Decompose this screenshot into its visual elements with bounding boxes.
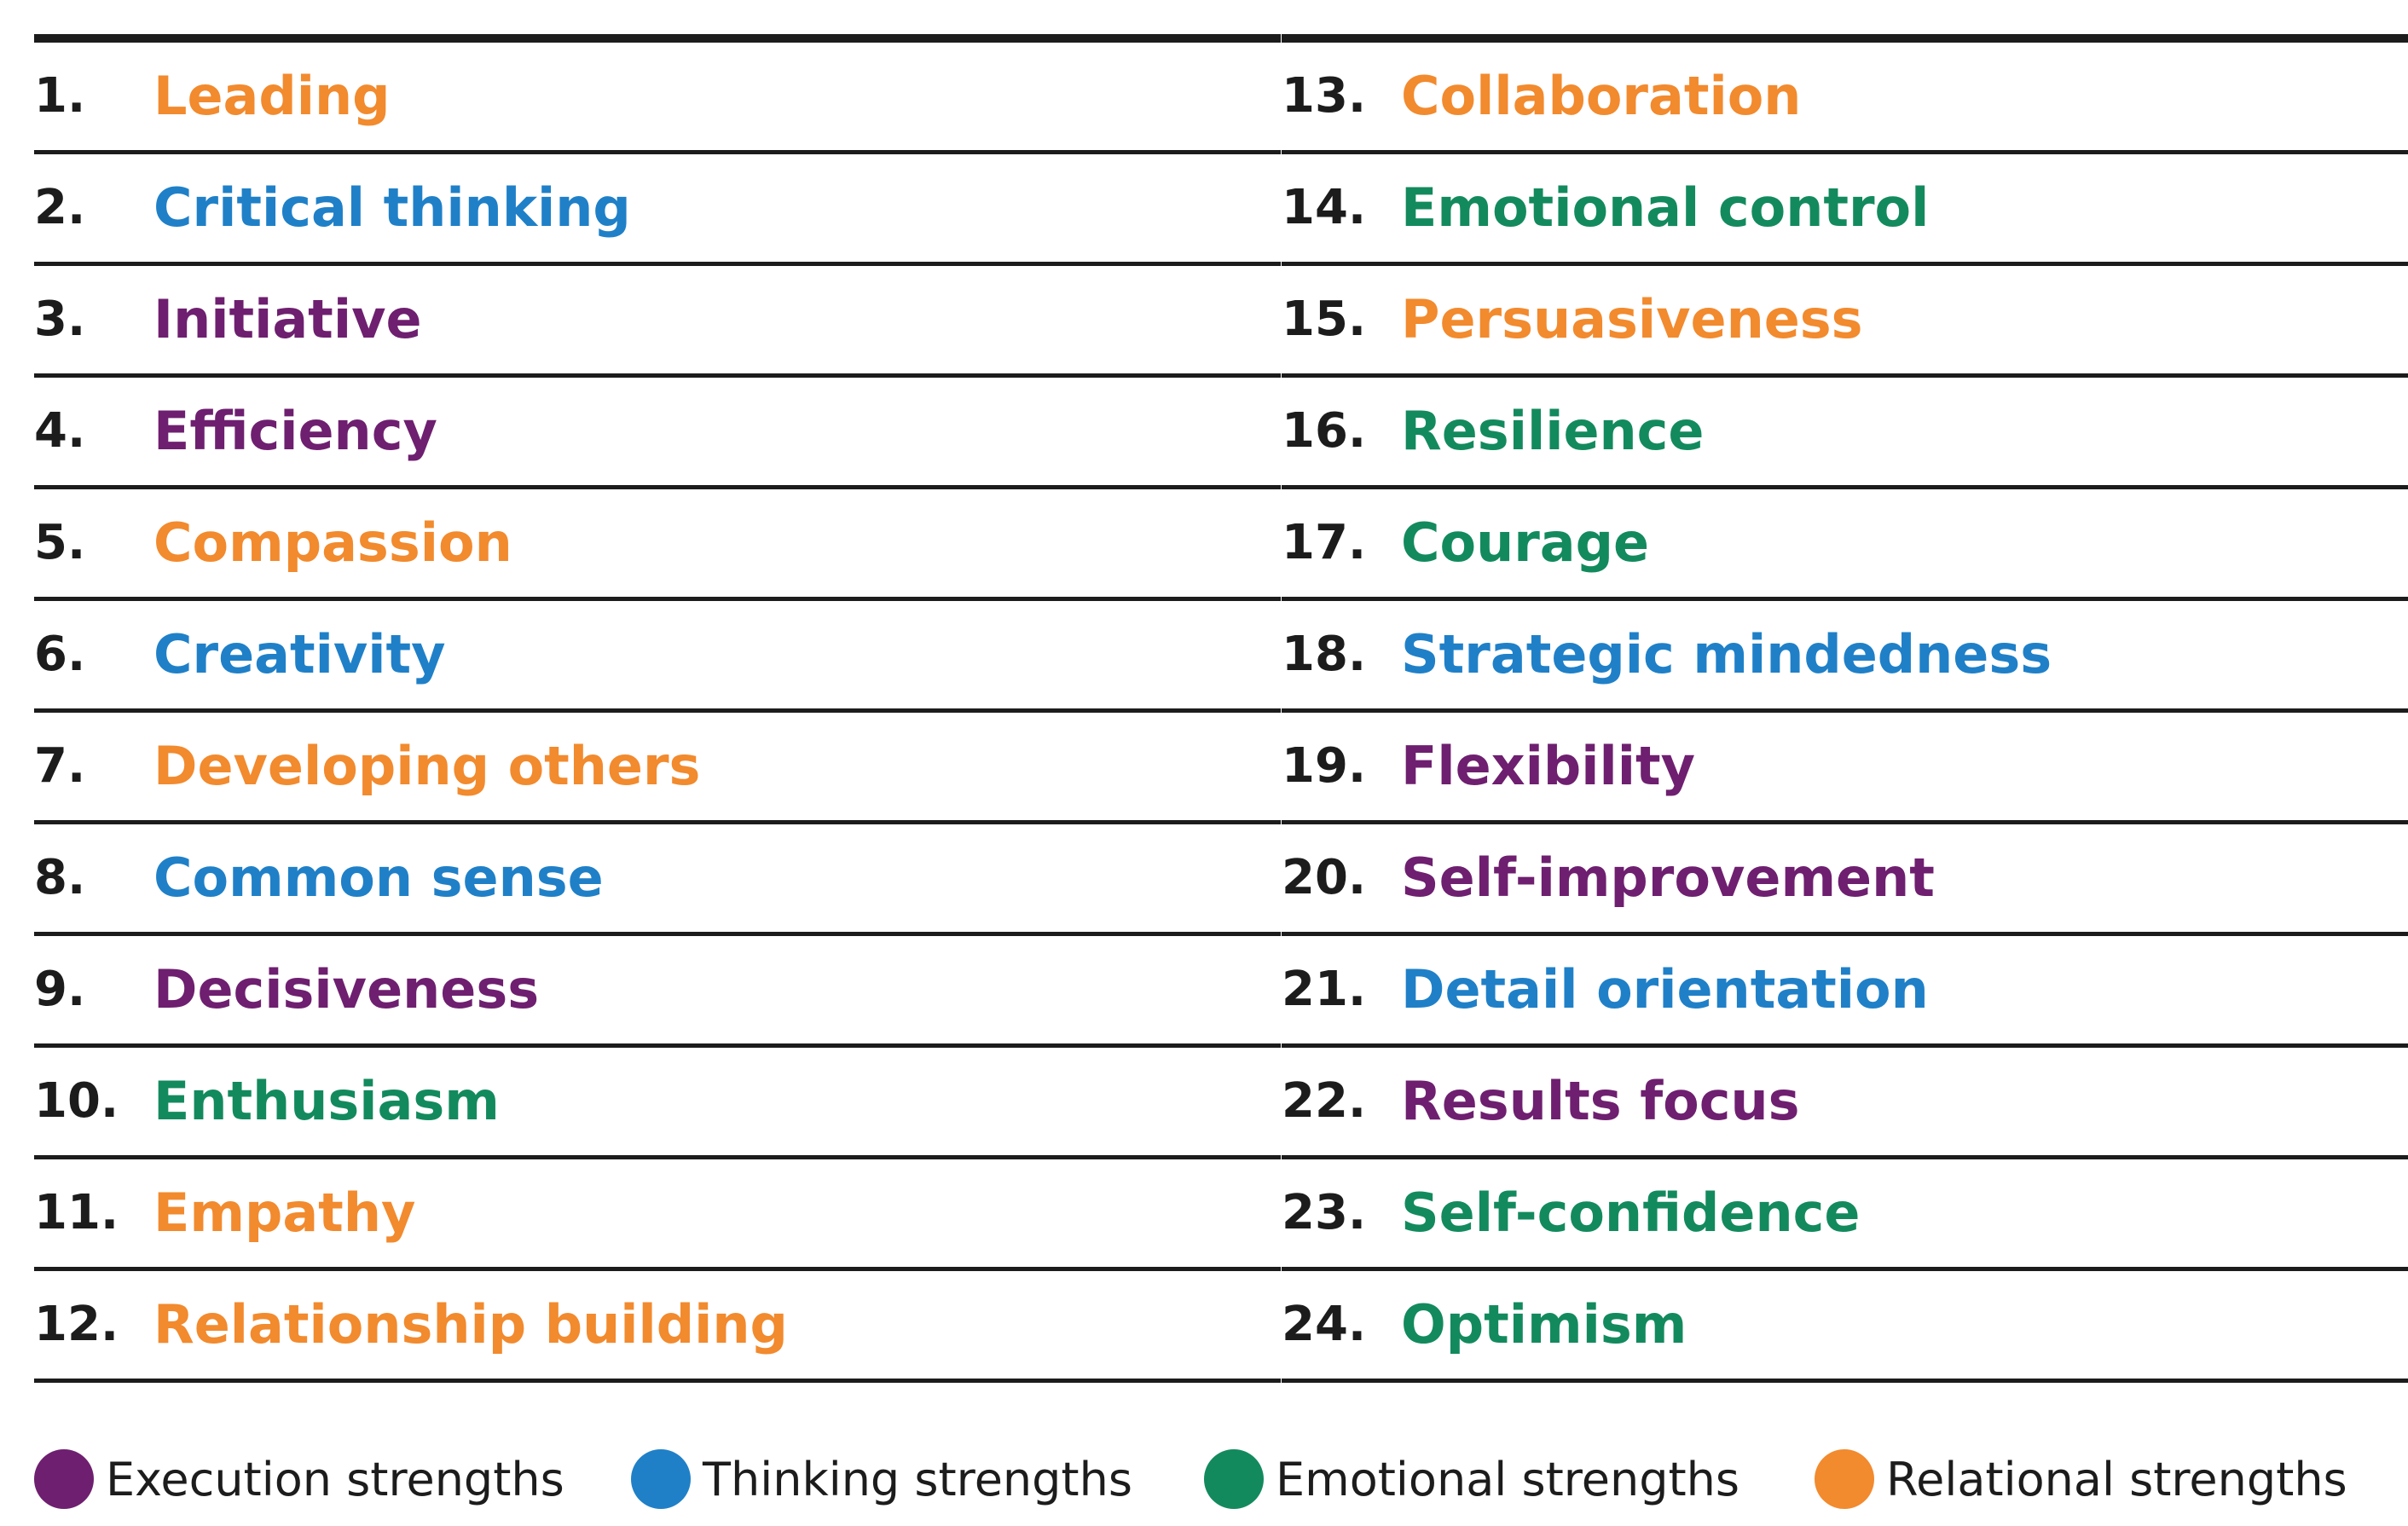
table-row: 13. Collaboration (1282, 34, 2408, 154)
table-row: 3. Initiative (34, 266, 1281, 378)
rank-number: 11. (34, 1185, 119, 1240)
strength-label: Self-improvement (1401, 847, 1935, 909)
table-row: 20. Self-improvement (1282, 824, 2408, 936)
strength-label: Emotional control (1401, 176, 1930, 239)
strength-label: Detail orientation (1401, 958, 1929, 1020)
legend-label: Emotional strengths (1276, 1452, 1740, 1506)
table-row: 10. Enthusiasm (34, 1048, 1281, 1159)
rank-number: 15. (1282, 292, 1367, 347)
rank-number: 12. (34, 1297, 119, 1352)
rank-number: 19. (1282, 738, 1367, 794)
strength-label: Critical thinking (153, 176, 631, 239)
rank-number: 2. (34, 180, 86, 235)
strength-label: Creativity (153, 623, 446, 685)
strength-label: Leading (153, 65, 391, 127)
strength-label: Common sense (153, 847, 604, 909)
category-legend: Execution strengths Thinking strengths E… (34, 1441, 2388, 1517)
table-row: 17. Courage (1282, 489, 2408, 601)
rank-number: 1. (34, 68, 86, 124)
strength-label: Courage (1401, 512, 1650, 574)
rank-number: 3. (34, 292, 86, 347)
circle-icon (631, 1449, 691, 1509)
table-row: 14. Emotional control (1282, 154, 2408, 266)
strength-label: Resilience (1401, 400, 1705, 462)
table-row: 1. Leading (34, 34, 1281, 154)
strength-label: Self-confidence (1401, 1182, 1861, 1244)
circle-icon (34, 1449, 94, 1509)
rank-number: 21. (1282, 962, 1367, 1017)
rank-number: 8. (34, 850, 86, 905)
rank-number: 14. (1282, 180, 1367, 235)
strengths-table: 1. Leading 2. Critical thinking 3. Initiati… (34, 34, 2408, 1383)
legend-label: Execution strengths (106, 1452, 564, 1506)
rank-number: 6. (34, 627, 86, 682)
strength-label: Compassion (153, 512, 512, 574)
table-row: 8. Common sense (34, 824, 1281, 936)
table-row: 21. Detail orientation (1282, 936, 2408, 1048)
rank-number: 22. (1282, 1073, 1367, 1129)
legend-label: Relational strengths (1886, 1452, 2347, 1506)
strength-label: Relationship building (153, 1293, 788, 1355)
rank-number: 18. (1282, 627, 1367, 682)
strength-label: Flexibility (1401, 735, 1696, 797)
rank-number: 4. (34, 403, 86, 459)
strength-label: Results focus (1401, 1070, 1800, 1132)
legend-item-relational: Relational strengths (1815, 1441, 2347, 1517)
strength-label: Strategic mindedness (1401, 623, 2052, 685)
circle-icon (1204, 1449, 1264, 1509)
rank-number: 20. (1282, 850, 1367, 905)
rank-number: 17. (1282, 515, 1367, 570)
rank-number: 10. (34, 1073, 119, 1129)
table-row: 5. Compassion (34, 489, 1281, 601)
rank-number: 9. (34, 962, 86, 1017)
strength-label: Enthusiasm (153, 1070, 500, 1132)
rank-number: 7. (34, 738, 86, 794)
legend-label: Thinking strengths (703, 1452, 1132, 1506)
circle-icon (1815, 1449, 1874, 1509)
rank-number: 13. (1282, 68, 1367, 124)
legend-item-emotional: Emotional strengths (1204, 1441, 1739, 1517)
table-row: 11. Empathy (34, 1159, 1281, 1271)
table-row: 6. Creativity (34, 601, 1281, 713)
table-row: 18. Strategic mindedness (1282, 601, 2408, 713)
strength-label: Persuasiveness (1401, 288, 1863, 350)
strength-label: Developing others (153, 735, 701, 797)
table-row: 24. Optimism (1282, 1271, 2408, 1383)
table-row: 4. Efficiency (34, 378, 1281, 489)
strength-label: Collaboration (1401, 65, 1802, 127)
table-row: 16. Resilience (1282, 378, 2408, 489)
table-row: 2. Critical thinking (34, 154, 1281, 266)
table-row: 22. Results focus (1282, 1048, 2408, 1159)
legend-item-thinking: Thinking strengths (631, 1441, 1132, 1517)
strength-label: Empathy (153, 1182, 416, 1244)
strength-label: Decisiveness (153, 958, 540, 1020)
table-row: 7. Developing others (34, 713, 1281, 824)
table-row: 12. Relationship building (34, 1271, 1281, 1383)
table-row: 9. Decisiveness (34, 936, 1281, 1048)
rank-number: 24. (1282, 1297, 1367, 1352)
table-row: 23. Self-confidence (1282, 1159, 2408, 1271)
rank-number: 23. (1282, 1185, 1367, 1240)
legend-item-execution: Execution strengths (34, 1441, 564, 1517)
table-row: 19. Flexibility (1282, 713, 2408, 824)
strengths-column-left: 1. Leading 2. Critical thinking 3. Initiati… (34, 34, 1281, 1383)
strength-label: Efficiency (153, 400, 437, 462)
strength-label: Optimism (1401, 1293, 1687, 1355)
rank-number: 16. (1282, 403, 1367, 459)
table-row: 15. Persuasiveness (1282, 266, 2408, 378)
strengths-column-right: 13. Collaboration 14. Emotional control 15… (1282, 34, 2408, 1383)
rank-number: 5. (34, 515, 86, 570)
strength-label: Initiative (153, 288, 422, 350)
